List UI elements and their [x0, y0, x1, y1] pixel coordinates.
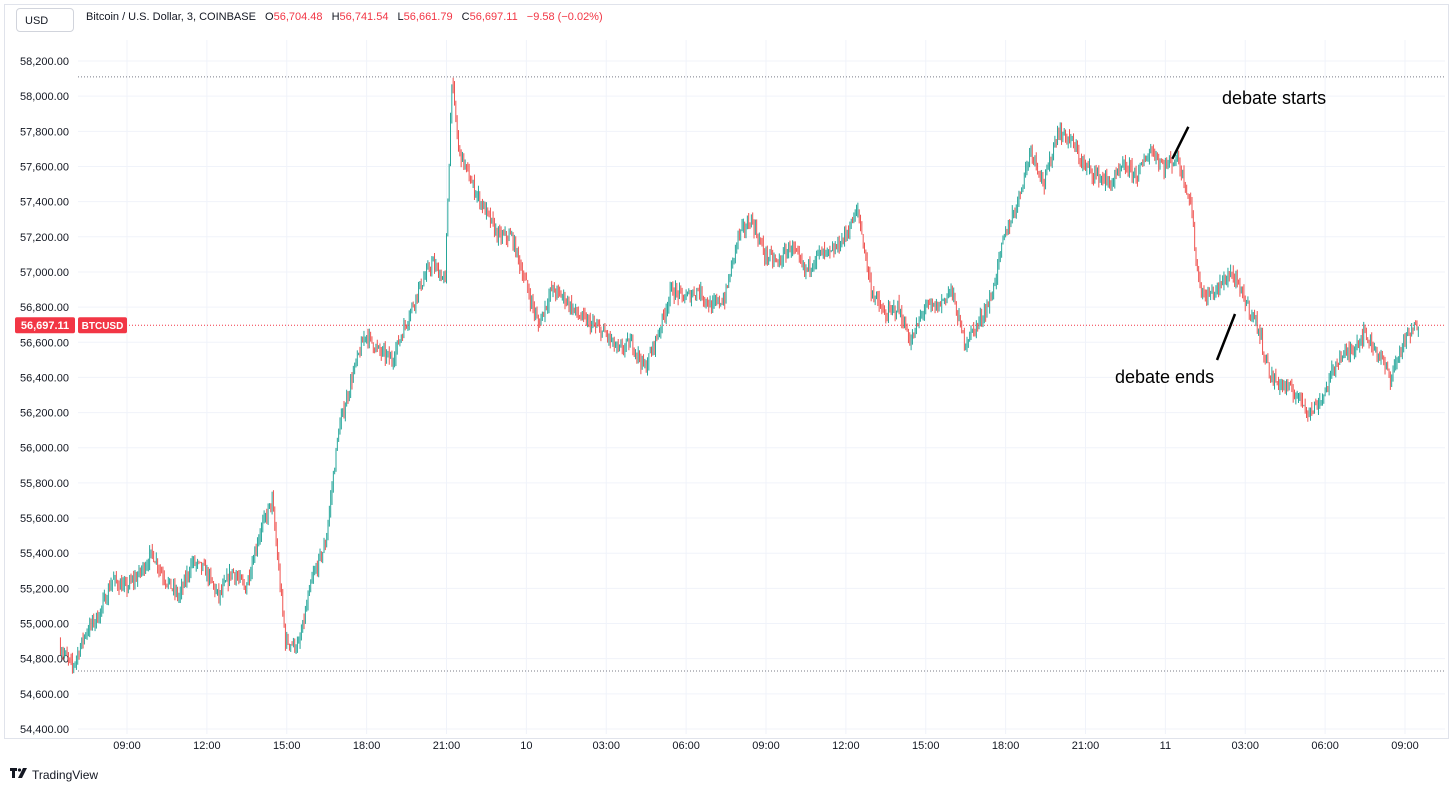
low-label: L	[397, 11, 404, 23]
y-tick-label: 57,800.00	[20, 126, 69, 138]
low-value: 56,661.79	[403, 11, 453, 23]
y-tick-label: 54,600.00	[20, 689, 69, 701]
x-tick-label: 15:00	[912, 740, 940, 752]
x-tick-label: 09:00	[113, 740, 141, 752]
y-tick-label: 57,400.00	[20, 197, 69, 209]
close-value: 56,697.11	[469, 11, 518, 23]
y-tick-label: 56,400.00	[20, 372, 69, 384]
y-tick-label: 55,400.00	[20, 548, 69, 560]
y-tick-label: 55,600.00	[20, 513, 69, 525]
x-tick-label: 12:00	[832, 740, 860, 752]
y-tick-label: 58,200.00	[20, 56, 69, 68]
candles-group	[59, 77, 1419, 674]
tradingview-logo-icon	[10, 767, 28, 782]
y-tick-label: 57,600.00	[20, 161, 69, 173]
x-tick-label: 18:00	[992, 740, 1020, 752]
currency-selector-button[interactable]: USD	[16, 8, 74, 32]
ohlc-legend: Bitcoin / U.S. Dollar, 3, COINBASE O56,7…	[86, 11, 603, 23]
x-tick-label: 11	[1160, 740, 1171, 752]
y-tick-label: 57,000.00	[20, 267, 69, 279]
current-price-label: 56,697.11	[21, 320, 69, 332]
y-tick-label: 56,800.00	[20, 302, 69, 314]
x-tick-label: 18:00	[353, 740, 381, 752]
open-label: O	[265, 11, 274, 23]
annotation-debate-ends: debate ends	[1115, 367, 1214, 387]
annotation-debate-starts: debate starts	[1222, 88, 1326, 108]
open-value: 56,704.48	[273, 11, 323, 23]
tradingview-name: TradingView	[32, 767, 99, 782]
x-tick-label: 09:00	[752, 740, 780, 752]
chart-frame	[4, 4, 1449, 739]
tradingview-branding[interactable]: TradingView	[10, 767, 98, 782]
y-tick-label: 58,000.00	[20, 91, 69, 103]
x-tick-label: 10	[520, 740, 532, 752]
annotation-arrow	[1171, 126, 1190, 160]
x-tick-label: 06:00	[1311, 740, 1339, 752]
x-tick-label: 09:00	[1391, 740, 1419, 752]
symbol-badge	[78, 317, 127, 334]
y-tick-label: 55,800.00	[20, 478, 69, 490]
x-tick-label: 03:00	[592, 740, 620, 752]
y-tick-label: 56,600.00	[20, 337, 69, 349]
high-value: 56,741.54	[339, 11, 389, 23]
y-tick-label: 54,400.00	[20, 724, 69, 736]
y-tick-label: 56,200.00	[20, 408, 69, 420]
x-tick-label: 06:00	[672, 740, 700, 752]
x-tick-label: 03:00	[1231, 740, 1259, 752]
x-tick-label: 21:00	[433, 740, 461, 752]
x-tick-label: 15:00	[273, 740, 301, 752]
change-value: −9.58 (−0.02%)	[526, 11, 603, 23]
y-tick-label: 54,800.00	[20, 654, 69, 666]
x-tick-label: 12:00	[193, 740, 221, 752]
current-price-tag	[15, 317, 75, 334]
symbol-description: Bitcoin / U.S. Dollar, 3, COINBASE	[86, 11, 256, 23]
annotation-arrow	[1215, 313, 1237, 361]
y-tick-label: 55,000.00	[20, 619, 69, 631]
y-tick-label: 56,000.00	[20, 443, 69, 455]
symbol-badge-label: BTCUSD	[82, 321, 124, 332]
high-label: H	[331, 11, 340, 23]
y-tick-label: 57,200.00	[20, 232, 69, 244]
x-tick-label: 21:00	[1072, 740, 1100, 752]
y-tick-label: 55,200.00	[20, 583, 69, 595]
close-label: C	[461, 11, 470, 23]
